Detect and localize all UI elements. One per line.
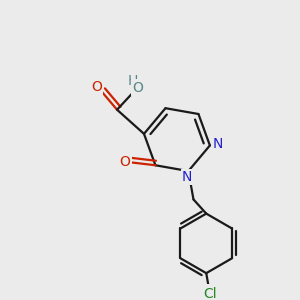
Text: H: H <box>128 74 138 88</box>
Text: Cl: Cl <box>204 287 217 300</box>
Text: O: O <box>120 155 130 169</box>
Text: N: N <box>182 170 192 184</box>
Text: O: O <box>91 80 102 94</box>
Text: N: N <box>213 137 223 151</box>
Text: O: O <box>132 81 143 94</box>
